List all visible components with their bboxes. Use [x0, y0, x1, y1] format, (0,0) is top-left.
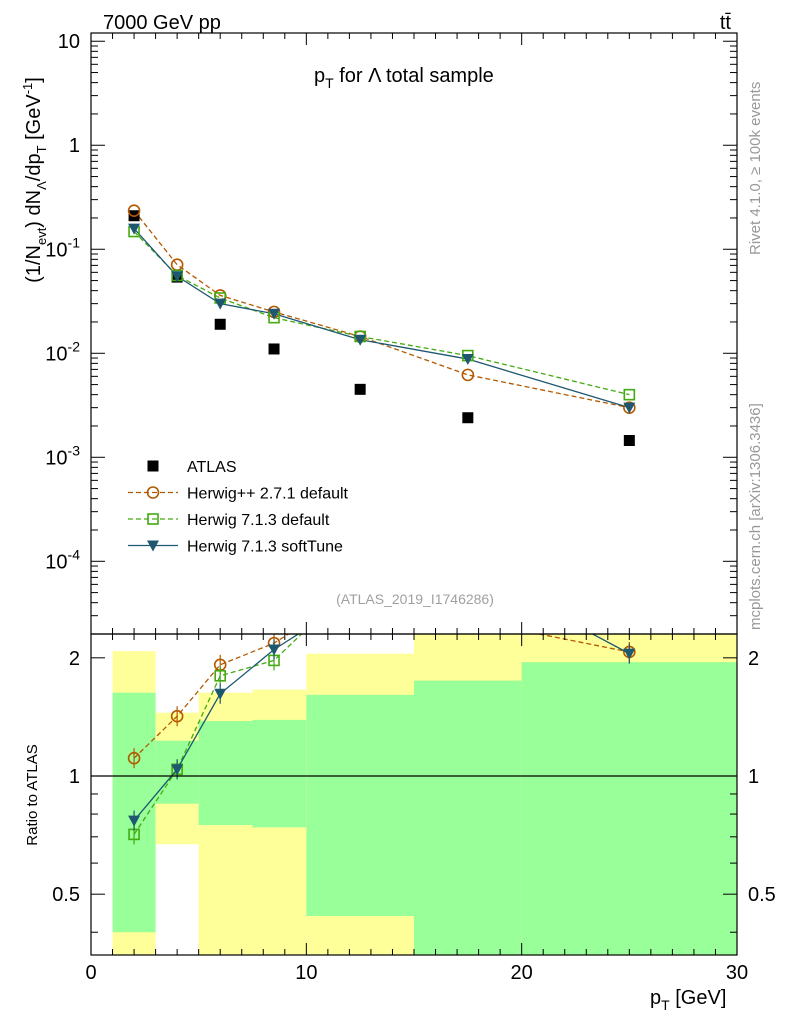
y-tick-label: 10-1 [45, 234, 80, 261]
legend-label-1: Herwig++ 2.7.1 default [187, 486, 349, 503]
data-point-s1-1 [170, 258, 184, 272]
legend-label-2: Herwig 7.1.3 default [187, 512, 330, 529]
ratio-y-tick-label-right: 2 [748, 648, 759, 670]
data-point-s3-0 [128, 223, 141, 235]
ratio-y-tick-label: 0.5 [52, 884, 80, 906]
legend-marker-3 [147, 540, 159, 552]
series-line-1 [133, 210, 630, 409]
y-tick-label: 10-2 [45, 338, 80, 365]
data-point-s0-4 [354, 383, 366, 395]
series-line-2 [133, 231, 630, 396]
band-green-2 [198, 721, 253, 826]
data-point-s0-6 [623, 435, 635, 447]
data-point-s1-0 [127, 204, 141, 217]
header-right: tt̄ [720, 12, 732, 34]
band-green-3 [252, 719, 307, 828]
plot-title: pT for Λ total sample [314, 65, 494, 91]
ratio-point-s1-6 [624, 599, 634, 609]
data-point-s0-5 [462, 412, 474, 424]
mcplots-label: mcplots.cern.ch [arXiv:1306.3436] [747, 403, 764, 630]
data-point-s3-3 [268, 308, 281, 320]
legend-marker-2 [147, 513, 159, 525]
legend-marker-1 [146, 486, 160, 499]
band-green-4 [306, 694, 414, 916]
ratio-point-s0-1 [170, 709, 184, 723]
x-tick-label: 30 [726, 962, 748, 984]
axes: 0 10 20 30 10 1 10-1 10-2 10-3 10-4 0.5 0.5 1 1 2 2 [45, 31, 776, 984]
data-point-s3-2 [214, 298, 227, 310]
ratio-point-s2-6 [623, 648, 636, 660]
ratio-point-s1-5 [463, 539, 473, 549]
ratio-point-s2-2 [214, 688, 227, 700]
band-green-5 [414, 680, 522, 955]
ratio-point-s1-4 [355, 573, 365, 583]
ratio-point-s2-0 [128, 815, 141, 827]
legend-marker-0 [147, 460, 159, 472]
data-point-s0-3 [268, 343, 280, 355]
y-tick-label: 10 [58, 31, 80, 53]
ratio-y-tick-label: 1 [69, 766, 80, 788]
legend-label-3: Herwig 7.1.3 softTune [187, 539, 343, 556]
main-series [127, 204, 636, 447]
ratio-y-tick-label-right: 1 [748, 766, 759, 788]
ratio-point-s0-0 [127, 751, 141, 765]
ratio-uncertainty-bands [112, 634, 737, 955]
data-point-s3-4 [354, 334, 367, 346]
ratio-point-s2-3 [268, 644, 281, 656]
header-left: 7000 GeV pp [103, 12, 221, 34]
data-point-s3-6 [623, 402, 636, 414]
y-tick-label: 1 [69, 135, 80, 157]
ratio-point-s2-5 [462, 562, 474, 573]
data-point-s1-5 [461, 368, 475, 382]
data-point-s3-5 [461, 354, 474, 366]
band-green-6 [521, 662, 737, 955]
ratio-point-s2-1 [171, 764, 184, 776]
y-tick-label: 10-3 [45, 442, 80, 469]
legend: ATLAS Herwig++ 2.7.1 default Herwig 7.1.3 … [128, 459, 349, 556]
ratio-y-tick-label: 2 [69, 648, 80, 670]
ratio-y-axis-label: Ratio to ATLAS [24, 744, 41, 845]
data-point-s2-6 [623, 388, 636, 401]
x-tick-label: 0 [85, 962, 96, 984]
data-point-s3-1 [171, 271, 184, 283]
legend-label-0: ATLAS [187, 459, 237, 476]
ratio-y-tick-label-right: 0.5 [748, 884, 776, 906]
data-point-s0-2 [214, 318, 226, 330]
x-axis-label: pT [GeV] [650, 987, 726, 1013]
x-tick-label: 10 [295, 962, 317, 984]
y-tick-label: 10-4 [45, 546, 80, 573]
analysis-id: (ATLAS_2019_I1746286) [336, 591, 494, 607]
ratio-point-s1-2 [214, 669, 226, 682]
rivet-version-label: Rivet 4.1.0, ≥ 100k events [747, 82, 764, 255]
series-line-3 [133, 228, 630, 409]
y-axis-label: (1/Nevt) dNΛ/dpT [GeV-1] [20, 77, 49, 283]
x-tick-label: 20 [511, 962, 533, 984]
ratio-series [91, 539, 737, 845]
ratio-point-s0-5 [462, 614, 473, 625]
